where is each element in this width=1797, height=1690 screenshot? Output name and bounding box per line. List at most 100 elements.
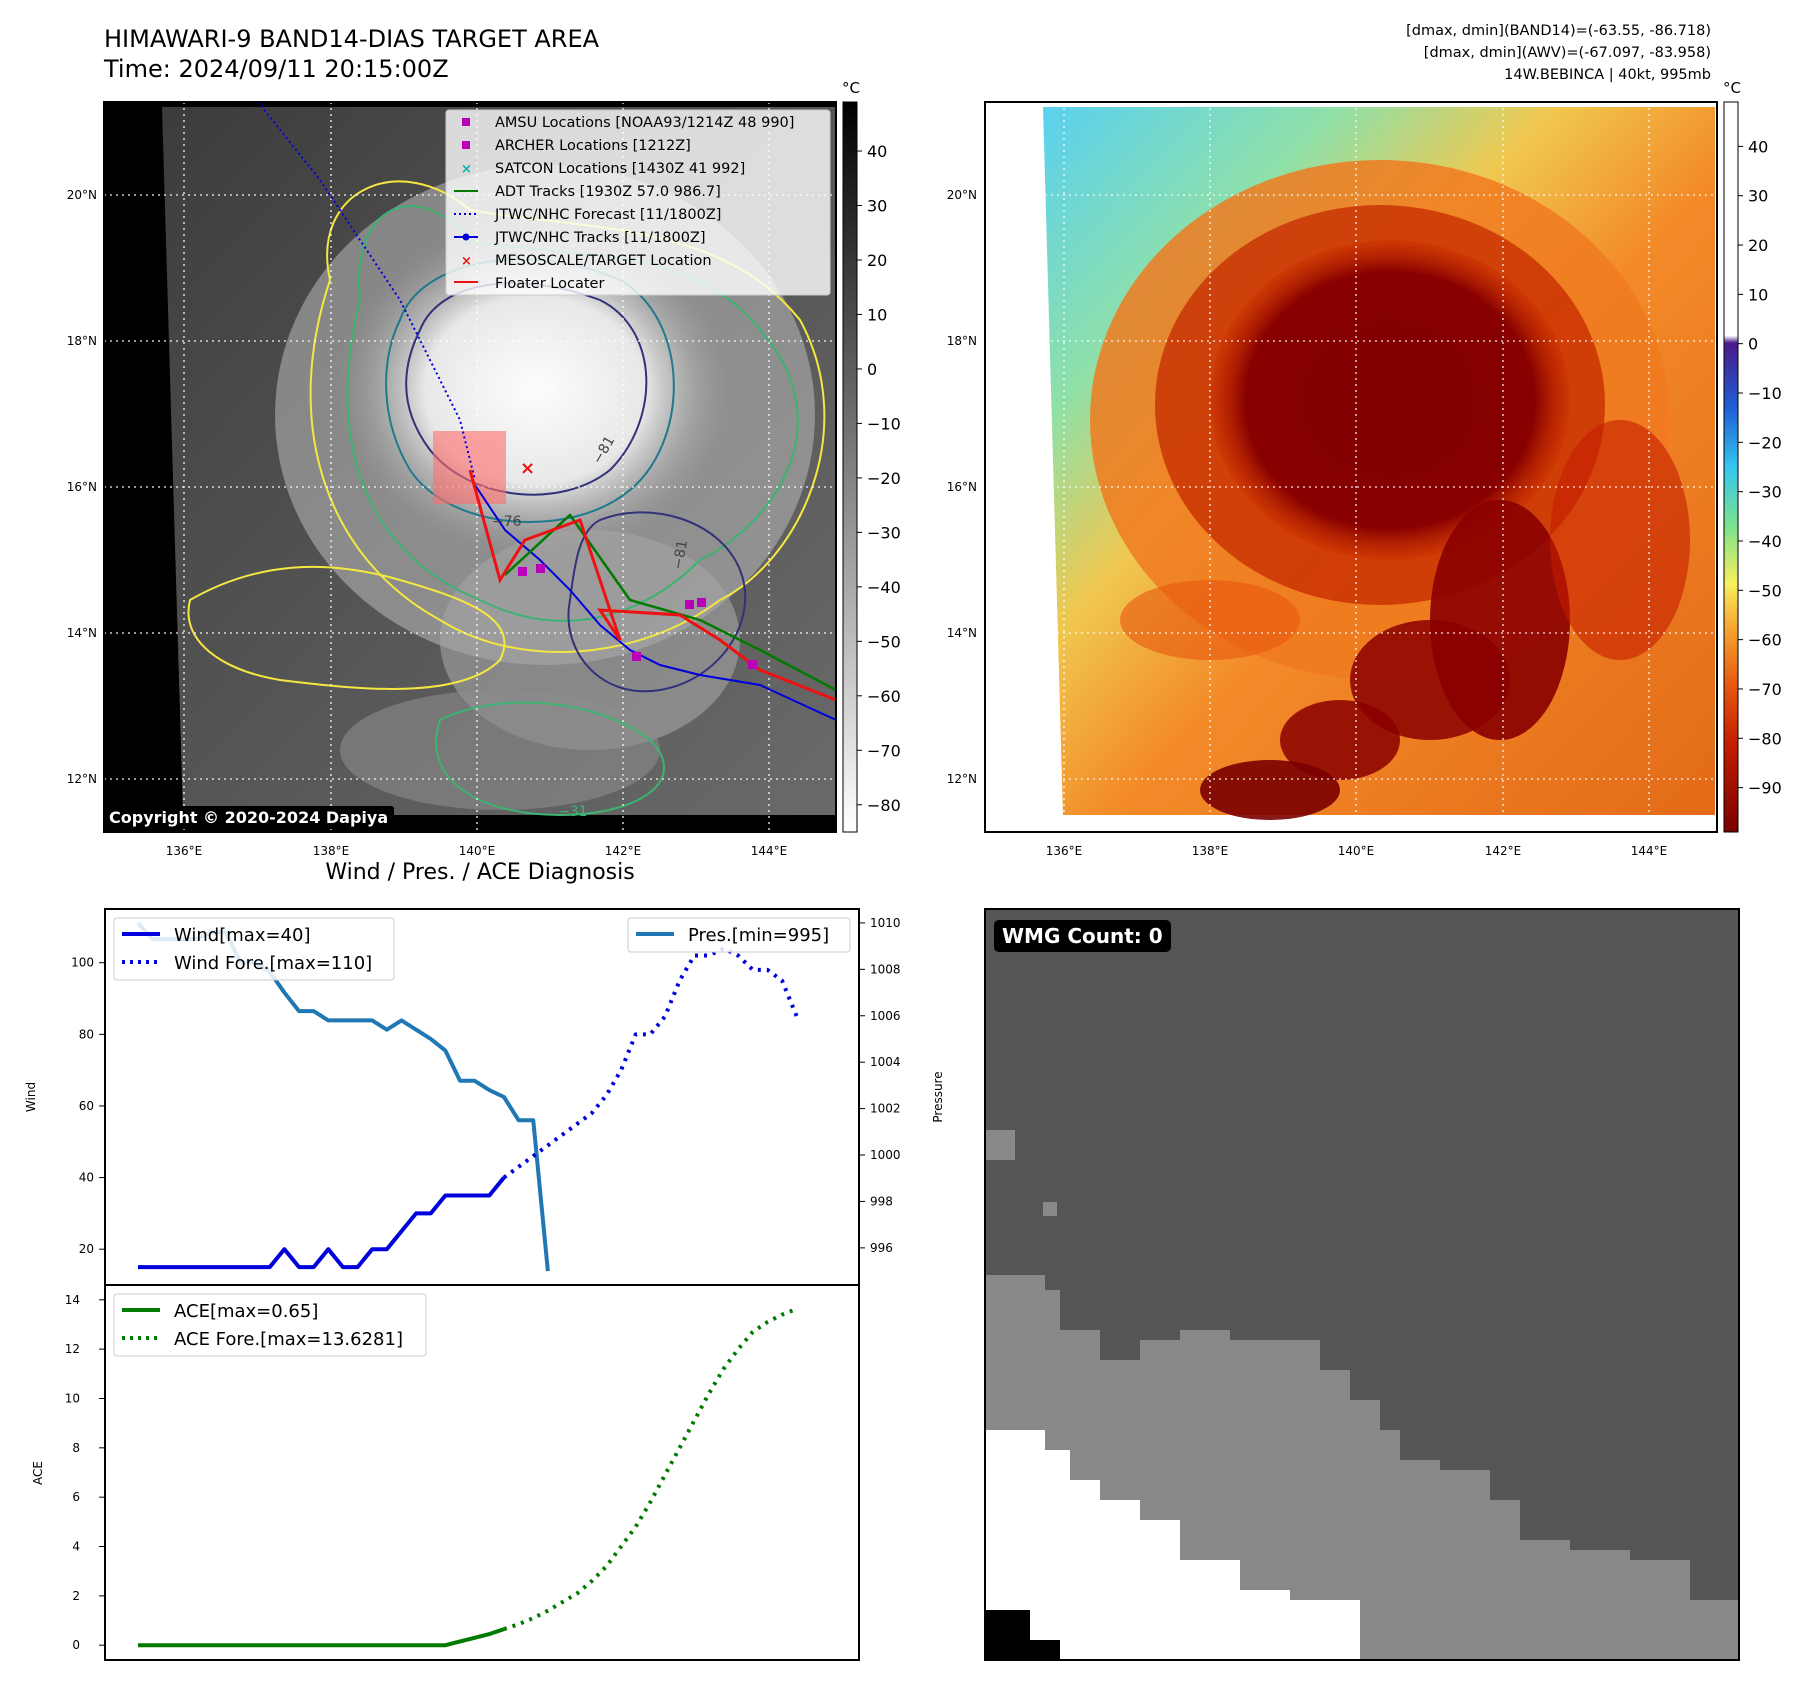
awv-stat: [dmax, dmin](AWV)=(-67.097, -83.958) bbox=[1423, 45, 1711, 61]
lon-tick: 138°E bbox=[1192, 844, 1229, 858]
contour-label: −31 bbox=[558, 804, 588, 820]
colorbar-tick-label: 10 bbox=[867, 305, 887, 324]
pressure-axis-label: Pressure bbox=[931, 1071, 945, 1122]
colorbar-tick-label: 30 bbox=[867, 197, 887, 216]
y2-tick-label: 1008 bbox=[870, 962, 901, 976]
wind-axis-label: Wind bbox=[24, 1082, 38, 1112]
legend-label: MESOSCALE/TARGET Location bbox=[495, 253, 712, 269]
colorbar-tick-label: −30 bbox=[867, 523, 901, 542]
y2-tick-label: 996 bbox=[870, 1241, 893, 1255]
band14-stat: [dmax, dmin](BAND14)=(-63.55, -86.718) bbox=[1406, 23, 1711, 39]
y-tick-label: 6 bbox=[72, 1490, 80, 1504]
y-tick-label: 12 bbox=[65, 1342, 80, 1356]
wind-legend: Wind[max=40] Wind Fore.[max=110] bbox=[113, 917, 395, 981]
lat-tick: 20°N bbox=[67, 188, 97, 202]
y-tick-label: 80 bbox=[79, 1027, 94, 1041]
amsu-marker bbox=[748, 660, 757, 669]
legend-label: ADT Tracks [1930Z 57.0 986.7] bbox=[495, 184, 721, 200]
lon-tick: 142°E bbox=[1485, 844, 1522, 858]
y-tick-label: 0 bbox=[72, 1638, 80, 1652]
colorbar-tick-label: 30 bbox=[1748, 187, 1768, 206]
colorbar-tick-label: −20 bbox=[1748, 433, 1782, 452]
colorbar-tick-label: 20 bbox=[1748, 236, 1768, 255]
pressure-legend: Pres.[min=995] bbox=[627, 917, 851, 953]
amsu-marker bbox=[518, 567, 527, 576]
lat-tick: 20°N bbox=[947, 188, 977, 202]
wmg-panel bbox=[984, 908, 1740, 1661]
adt-track bbox=[504, 513, 836, 692]
colorbar-tick-label: 0 bbox=[1748, 335, 1758, 354]
amsu-marker bbox=[685, 600, 694, 609]
floater-locater-track bbox=[468, 469, 836, 702]
colorbar-tick-label: −80 bbox=[867, 796, 901, 815]
lon-tick: 136°E bbox=[166, 844, 203, 858]
colorbar-tick-label: −20 bbox=[867, 469, 901, 488]
lon-tick: 144°E bbox=[1631, 844, 1668, 858]
right-satellite-map bbox=[984, 101, 1718, 833]
lon-tick: 136°E bbox=[1046, 844, 1083, 858]
colorbar-tick-label: 40 bbox=[1748, 137, 1768, 156]
lon-tick: 140°E bbox=[459, 844, 496, 858]
lat-tick: 12°N bbox=[67, 772, 97, 786]
lon-tick: 142°E bbox=[605, 844, 642, 858]
colorbar-tick-label: −60 bbox=[867, 687, 901, 706]
ace-legend: ACE[max=0.65] ACE Fore.[max=13.6281] bbox=[113, 1293, 427, 1357]
colorbar-tick-label: −60 bbox=[1748, 631, 1782, 650]
floater-box bbox=[433, 431, 506, 504]
colorbar-tick-label: −10 bbox=[867, 414, 901, 433]
y-tick-label: 4 bbox=[72, 1540, 80, 1554]
y-tick-label: 2 bbox=[72, 1589, 80, 1603]
colorbar-tick-label: −80 bbox=[1748, 729, 1782, 748]
colorbar-tick-label: 0 bbox=[867, 360, 877, 379]
ace-axis-label: ACE bbox=[31, 1461, 45, 1485]
page-title: HIMAWARI-9 BAND14-DIAS TARGET AREA bbox=[104, 25, 600, 53]
ace-line bbox=[138, 1627, 505, 1648]
y-tick-label: 10 bbox=[65, 1391, 80, 1405]
lat-tick: 12°N bbox=[947, 772, 977, 786]
archer-marker bbox=[536, 564, 545, 573]
diagnosis-title: Wind / Pres. / ACE Diagnosis bbox=[325, 860, 635, 885]
lat-tick: 16°N bbox=[947, 480, 977, 494]
colorbar-tick-label: 10 bbox=[1748, 285, 1768, 304]
colorbar-tick-label: −10 bbox=[1748, 384, 1782, 403]
legend-label: Floater Locater bbox=[495, 276, 604, 292]
y-tick-label: 8 bbox=[72, 1441, 80, 1455]
y-tick-label: 20 bbox=[79, 1242, 94, 1256]
wind-line bbox=[138, 1176, 506, 1270]
left-map-lat-ticks: 20°N 18°N 16°N 14°N 12°N bbox=[67, 188, 97, 786]
colorbar-tick-label: −40 bbox=[867, 578, 901, 597]
svg-text:×: × bbox=[461, 162, 472, 177]
target-marker: × bbox=[520, 458, 535, 479]
right-map-lat-ticks: 20°N 18°N 16°N 14°N 12°N bbox=[947, 188, 977, 786]
colorbar-tick-label: −40 bbox=[1748, 532, 1782, 551]
svg-text:×: × bbox=[461, 254, 472, 269]
lon-tick: 138°E bbox=[313, 844, 350, 858]
left-map-lon-ticks: 136°E 138°E 140°E 142°E 144°E bbox=[166, 844, 788, 858]
storm-info: 14W.BEBINCA | 40kt, 995mb bbox=[1504, 67, 1711, 83]
lat-tick: 16°N bbox=[67, 480, 97, 494]
y2-tick-label: 1000 bbox=[870, 1148, 901, 1162]
lat-tick: 18°N bbox=[947, 334, 977, 348]
colorbar-unit: °C bbox=[842, 79, 860, 97]
legend-label: SATCON Locations [1430Z 41 992] bbox=[495, 161, 745, 177]
archer-marker bbox=[632, 652, 641, 661]
colorbar-tick-label: −30 bbox=[1748, 483, 1782, 502]
y2-tick-label: 998 bbox=[870, 1194, 893, 1208]
contour-label: −81 bbox=[670, 539, 691, 571]
legend-label: Wind[max=40] bbox=[174, 925, 311, 946]
lat-tick: 14°N bbox=[67, 626, 97, 640]
lat-tick: 14°N bbox=[947, 626, 977, 640]
ace-forecast-line bbox=[503, 1307, 798, 1632]
contour-label: −76 bbox=[492, 514, 522, 530]
left-map-legend: × × AMSU Locations [NOAA93/1214Z 48 990]… bbox=[445, 109, 831, 296]
colorbar-tick-label: −50 bbox=[867, 632, 901, 651]
lon-tick: 144°E bbox=[751, 844, 788, 858]
wind-pressure-chart: 100 80 60 40 20 1010 1008 1006 1004 1002 1000 998 9… bbox=[24, 908, 945, 1286]
colorbar-tick-label: 40 bbox=[867, 142, 887, 161]
lat-tick: 18°N bbox=[67, 334, 97, 348]
archer-marker bbox=[697, 598, 706, 607]
colorbar-unit: °C bbox=[1723, 79, 1741, 97]
y-tick-label: 100 bbox=[71, 956, 94, 970]
y2-tick-label: 1004 bbox=[870, 1055, 901, 1069]
legend-label: Pres.[min=995] bbox=[688, 925, 829, 946]
